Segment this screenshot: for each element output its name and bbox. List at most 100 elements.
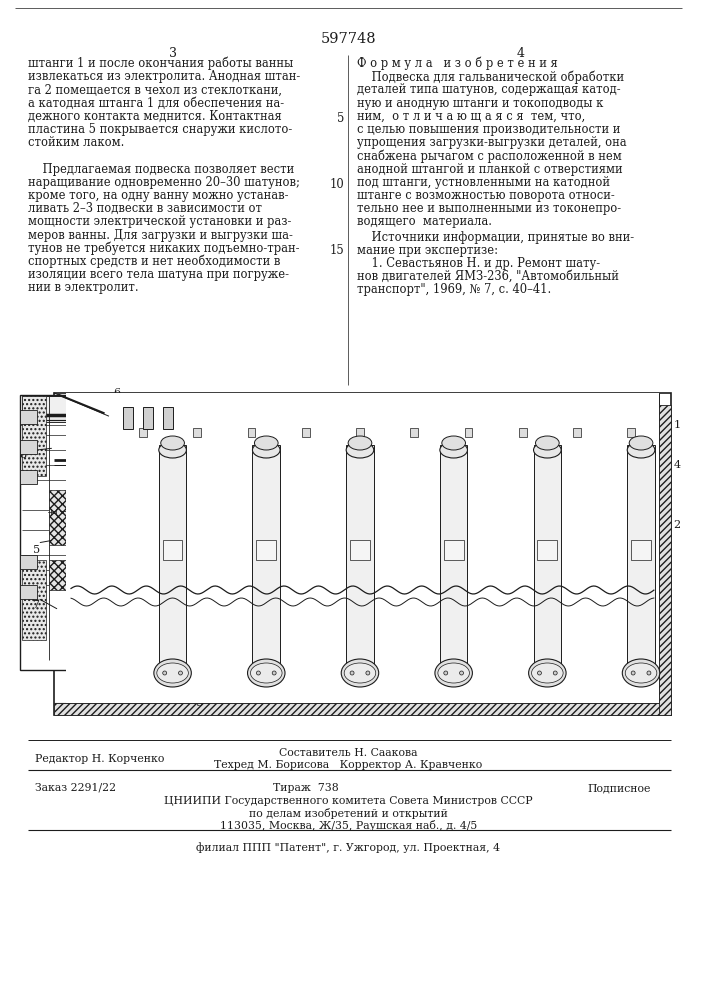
Text: анодной штангой и планкой с отверстиями: анодной штангой и планкой с отверстиями — [357, 163, 623, 176]
Bar — [257, 540, 276, 560]
Text: нов двигателей ЯМЗ-236, "Автомобильный: нов двигателей ЯМЗ-236, "Автомобильный — [357, 270, 619, 283]
Text: наращивание одновременно 20–30 шатунов;: наращивание одновременно 20–30 шатунов; — [28, 176, 300, 189]
Text: 1: 1 — [674, 420, 681, 430]
Circle shape — [460, 671, 464, 675]
Text: филиал ППП "Патент", г. Ужгород, ул. Проектная, 4: филиал ППП "Патент", г. Ужгород, ул. Про… — [196, 842, 500, 853]
Bar — [84, 400, 123, 414]
Text: тунов не требуется никаких подъемно-тран-: тунов не требуется никаких подъемно-тран… — [28, 242, 299, 255]
Text: Подвеска для гальванической обработки: Подвеска для гальванической обработки — [357, 70, 624, 84]
Text: Заказ 2291/22: Заказ 2291/22 — [35, 783, 116, 793]
Bar — [573, 428, 581, 437]
Text: извлекаться из электролита. Анодная штан-: извлекаться из электролита. Анодная штан… — [28, 70, 300, 83]
Text: Составитель Н. Саакова: Составитель Н. Саакова — [279, 748, 417, 758]
Text: изоляции всего тела шатуна при погруже-: изоляции всего тела шатуна при погруже- — [28, 268, 288, 281]
Bar — [627, 445, 655, 665]
Text: нии в электролит.: нии в электролит. — [28, 281, 139, 294]
Ellipse shape — [344, 663, 375, 683]
Bar — [20, 470, 37, 484]
Bar — [537, 540, 557, 560]
Text: 9: 9 — [395, 424, 402, 434]
Text: 10: 10 — [329, 178, 344, 191]
Ellipse shape — [255, 436, 278, 450]
Text: деталей типа шатунов, содержащая катод-: деталей типа шатунов, содержащая катод- — [357, 83, 621, 96]
Text: 2: 2 — [674, 520, 681, 530]
Text: 4: 4 — [674, 460, 681, 470]
Text: 6: 6 — [113, 388, 120, 398]
Ellipse shape — [252, 442, 280, 458]
Ellipse shape — [346, 442, 374, 458]
Ellipse shape — [625, 663, 657, 683]
Text: транспорт", 1969, № 7, с. 40–41.: транспорт", 1969, № 7, с. 40–41. — [357, 283, 551, 296]
Bar — [20, 555, 37, 569]
Text: мание при экспертизе:: мание при экспертизе: — [357, 244, 498, 257]
Bar — [346, 445, 374, 665]
Text: Источники информации, принятые во вни-: Источники информации, принятые во вни- — [357, 231, 634, 244]
Text: мощности электрической установки и раз-: мощности электрической установки и раз- — [28, 215, 291, 228]
Text: +(−): +(−) — [47, 508, 73, 517]
Bar — [193, 428, 201, 437]
Circle shape — [366, 671, 370, 675]
Bar — [123, 407, 133, 429]
Bar — [631, 540, 651, 560]
Bar — [159, 445, 187, 665]
Text: по делам изобретений и открытий: по делам изобретений и открытий — [249, 808, 448, 819]
Ellipse shape — [534, 442, 561, 458]
Circle shape — [537, 671, 542, 675]
Text: га 2 помещается в чехол из стеклоткани,: га 2 помещается в чехол из стеклоткани, — [28, 83, 281, 96]
Text: 3: 3 — [168, 47, 177, 60]
Bar — [20, 395, 128, 670]
Bar — [252, 445, 280, 665]
Bar — [20, 440, 37, 454]
Ellipse shape — [440, 442, 467, 458]
Text: 5: 5 — [33, 545, 40, 555]
Ellipse shape — [157, 663, 188, 683]
Text: стойким лаком.: стойким лаком. — [28, 136, 124, 149]
Ellipse shape — [250, 663, 282, 683]
Text: 4: 4 — [517, 47, 525, 60]
Text: с целью повышения производительности и: с целью повышения производительности и — [357, 123, 620, 136]
Text: тельно нее и выполненными из токонепро-: тельно нее и выполненными из токонепро- — [357, 202, 621, 215]
Ellipse shape — [442, 436, 465, 450]
Circle shape — [647, 671, 651, 675]
Ellipse shape — [348, 436, 372, 450]
Ellipse shape — [438, 663, 469, 683]
Bar — [247, 428, 255, 437]
Text: 597748: 597748 — [320, 32, 376, 46]
Text: Редактор Н. Корченко: Редактор Н. Корченко — [35, 754, 164, 764]
Bar — [356, 428, 364, 437]
Bar — [66, 393, 659, 703]
Text: 8: 8 — [20, 450, 27, 460]
Bar — [350, 540, 370, 560]
Text: пластина 5 покрывается снаружи кислото-: пластина 5 покрывается снаружи кислото- — [28, 123, 292, 136]
Ellipse shape — [535, 436, 559, 450]
Text: Тираж  738: Тираж 738 — [273, 783, 339, 793]
Bar — [22, 414, 125, 422]
Text: 3: 3 — [197, 698, 204, 708]
Text: дежного контакта меднится. Контактная: дежного контакта меднится. Контактная — [28, 110, 281, 123]
Text: штанге с возможностью поворота относи-: штанге с возможностью поворота относи- — [357, 189, 615, 202]
Bar — [302, 428, 310, 437]
Bar — [659, 405, 671, 715]
Circle shape — [444, 671, 448, 675]
Text: кроме того, на одну ванну можно устанав-: кроме того, на одну ванну можно устанав- — [28, 189, 288, 202]
Bar — [79, 397, 128, 417]
Bar — [54, 703, 671, 715]
Bar — [22, 560, 47, 640]
Text: упрощения загрузки-выгрузки деталей, она: упрощения загрузки-выгрузки деталей, она — [357, 136, 626, 149]
Text: 15: 15 — [329, 244, 344, 257]
Text: ную и анодную штанги и токоподводы к: ную и анодную штанги и токоподводы к — [357, 97, 603, 110]
Bar — [163, 407, 173, 429]
Text: 1. Севастьянов Н. и др. Ремонт шату-: 1. Севастьянов Н. и др. Ремонт шату- — [357, 257, 600, 270]
Circle shape — [178, 671, 182, 675]
Bar — [519, 428, 527, 437]
Text: водящего  материала.: водящего материала. — [357, 215, 492, 228]
Ellipse shape — [159, 442, 187, 458]
Ellipse shape — [622, 659, 660, 687]
Bar — [163, 540, 182, 560]
Ellipse shape — [154, 659, 192, 687]
Bar — [54, 393, 671, 715]
Text: Подписное: Подписное — [588, 783, 651, 793]
Bar — [464, 428, 472, 437]
Text: −(+): −(+) — [143, 397, 169, 406]
Ellipse shape — [160, 436, 185, 450]
